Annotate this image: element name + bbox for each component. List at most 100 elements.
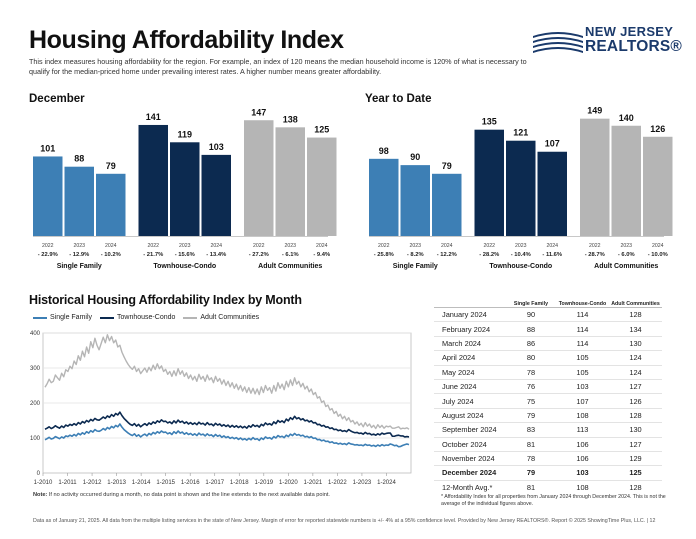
x-tick-label: 1-2023 [353, 480, 372, 486]
bar-value-label: 79 [442, 161, 452, 171]
table-cell-sf: 83 [526, 425, 536, 435]
table-cell-ac: 124 [629, 353, 642, 363]
table-cell-tc: 114 [576, 338, 589, 348]
logo-line1: NEW JERSEY [585, 24, 674, 39]
group-label: Single Family [393, 263, 438, 270]
year-label: 2022 [483, 243, 495, 249]
change-label: - 25.8% [374, 252, 394, 258]
table-row: March 2024 86 114 130 [434, 335, 662, 350]
bar-value-label: 147 [251, 107, 266, 117]
year-label: 2022 [42, 243, 54, 249]
table-cell-month: December 2024 [442, 468, 497, 478]
table-row: October 2024 81 106 127 [434, 436, 662, 451]
legend-swatch-sf [33, 316, 47, 319]
historical-line-chart: 0 100 200 300 400 1-2010 1-2011 1-2012 1-2013 1-2… [29, 325, 414, 500]
ytd-chart: 98 2022 - 25.8% 90 2023 - 8.2% 79 2024 - 12.2% Si… [369, 106, 673, 275]
table-cell-tc: 105 [576, 367, 589, 377]
table-cell-ac: 134 [629, 324, 642, 334]
bar-value-label: 107 [545, 139, 560, 149]
year-label: 2023 [620, 243, 632, 249]
table-cell-ac: 126 [629, 396, 642, 406]
legend-label-sf: Single Family [50, 314, 93, 321]
year-label: 2022 [253, 243, 265, 249]
x-tick-label: 1-2017 [205, 480, 224, 486]
bar-value-label: 126 [650, 124, 665, 134]
change-label: - 6.0% [618, 252, 635, 258]
year-label: 2024 [441, 243, 453, 249]
table-header: Single Family Townhouse-Condo Adult Comm… [434, 298, 662, 307]
historical-title: Historical Housing Affordability Index b… [29, 293, 302, 307]
table-cell-tc: 103 [576, 382, 589, 392]
table-cell-month: April 2024 [442, 353, 476, 363]
table-row: 12-Month Avg.* 81 108 128 [434, 479, 662, 494]
x-tick-label: 1-2019 [254, 480, 273, 486]
legend-townhouse-condo: Townhouse-Condo [100, 314, 175, 321]
year-label: 2023 [179, 243, 191, 249]
table-cell-ac: 127 [629, 439, 642, 449]
y-tick-label: 200 [30, 401, 41, 407]
table-cell-ac: 125 [629, 468, 642, 478]
bar-value-label: 125 [314, 125, 329, 135]
monthly-table: Single Family Townhouse-Condo Adult Comm… [434, 298, 662, 494]
table-cell-ac: 124 [629, 367, 642, 377]
table-cell-tc: 114 [576, 310, 589, 320]
change-label: - 12.2% [437, 252, 457, 258]
legend-label-ac: Adult Communities [200, 314, 260, 321]
x-tick-label: 1-2020 [279, 480, 298, 486]
table-cell-ac: 128 [629, 482, 642, 492]
group-label: Adult Communities [258, 263, 322, 270]
x-tick-label: 1-2024 [377, 480, 396, 486]
bar-value-label: 88 [74, 154, 84, 164]
x-tick-label: 1-2011 [58, 480, 77, 486]
table-cell-sf: 78 [526, 367, 536, 377]
change-label: - 10.0% [648, 252, 668, 258]
bar-value-label: 140 [619, 113, 634, 123]
series-line-adult-communities [44, 334, 410, 430]
bar-value-label: 149 [587, 106, 602, 116]
group-label: Townhouse-Condo [153, 263, 216, 270]
year-label: 2023 [73, 243, 85, 249]
bar [506, 140, 536, 236]
year-label: 2022 [147, 243, 159, 249]
table-row: February 2024 88 114 134 [434, 321, 662, 335]
line-legend: Single Family Townhouse-Condo Adult Comm… [33, 314, 259, 321]
bar [474, 129, 504, 236]
table-cell-ac: 129 [629, 454, 642, 464]
table-cell-tc: 113 [576, 425, 589, 435]
change-label: - 12.9% [69, 252, 89, 258]
bar [64, 166, 94, 236]
bar [138, 124, 168, 236]
x-tick-label: 1-2015 [156, 480, 175, 486]
page-subtitle: This index measures housing affordabilit… [29, 57, 527, 76]
y-tick-label: 400 [30, 331, 41, 337]
bar [369, 158, 399, 236]
bar-value-label: 79 [106, 161, 116, 171]
x-tick-label: 1-2016 [181, 480, 200, 486]
page-footer: Data as of January 21, 2025. All data fr… [33, 518, 656, 524]
table-row: January 2024 90 114 128 [434, 307, 662, 321]
table-cell-tc: 108 [576, 482, 589, 492]
group-label: Townhouse-Condo [489, 263, 552, 270]
table-row: November 2024 78 106 129 [434, 450, 662, 465]
legend-single-family: Single Family [33, 314, 92, 321]
change-label: - 28.7% [585, 252, 605, 258]
page-title: Housing Affordability Index [29, 26, 344, 54]
header-townhouse-condo: Townhouse-Condo [558, 301, 607, 307]
logo-waves-icon [533, 32, 583, 53]
table-cell-month: August 2024 [442, 410, 484, 420]
year-label: 2023 [515, 243, 527, 249]
table-cell-month: March 2024 [442, 338, 482, 348]
x-tick-label: 1-2013 [107, 480, 126, 486]
year-label: 2024 [546, 243, 558, 249]
bar [307, 137, 337, 236]
table-footnote: * Affordability Index for all properties… [441, 494, 666, 507]
table-cell-month: June 2024 [442, 382, 477, 392]
logo-line2: REALTORS® [585, 38, 683, 55]
y-tick-label: 300 [30, 366, 41, 372]
x-tick-label: 1-2018 [230, 480, 249, 486]
year-label: 2024 [652, 243, 664, 249]
change-label: - 8.2% [407, 252, 424, 258]
ytd-title: Year to Date [365, 93, 432, 105]
table-row: July 2024 75 107 126 [434, 393, 662, 407]
change-label: - 11.6% [542, 252, 562, 258]
